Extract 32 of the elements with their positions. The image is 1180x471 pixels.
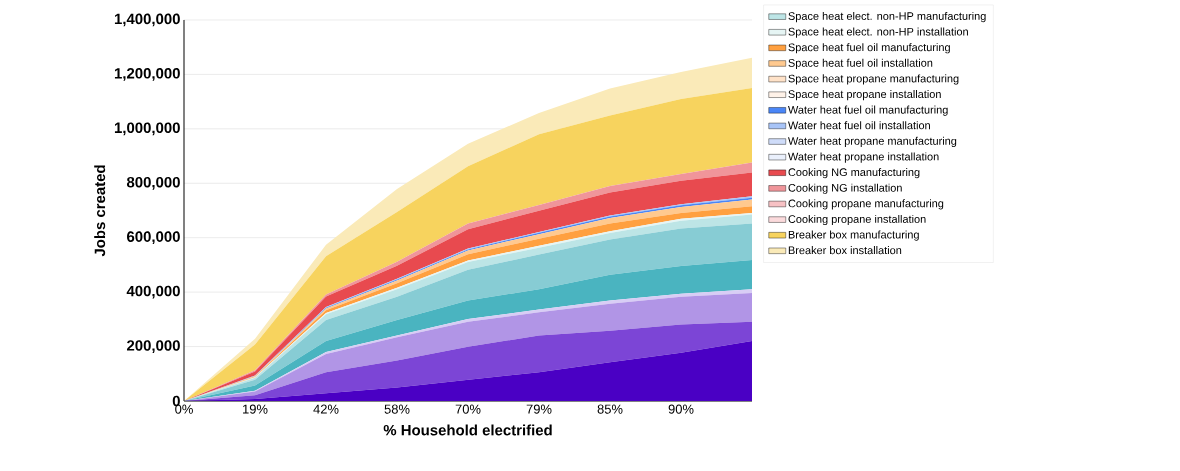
legend-label: Cooking propane manufacturing <box>788 199 944 210</box>
legend-label: Cooking propane installation <box>788 214 926 226</box>
legend-label: Cooking NG manufacturing <box>788 168 920 179</box>
legend-label: Water heat propane manufacturing <box>788 136 957 148</box>
legend-label: Water heat propane installation <box>788 152 939 163</box>
y-tick-label: 200,000 <box>126 340 180 353</box>
y-tick-label: 1,200,000 <box>114 68 180 81</box>
x-axis-title: % Household electrified <box>383 424 552 436</box>
x-tick-label: 19% <box>243 404 268 414</box>
legend-label: Space heat elect. non-HP manufacturing <box>788 11 986 23</box>
y-tick-label: 400,000 <box>126 285 180 299</box>
legend-label: Breaker box installation <box>788 246 902 255</box>
x-tick-label: 79% <box>526 404 552 414</box>
y-tick-label: 800,000 <box>126 176 180 190</box>
legend-label: Space heat fuel oil manufacturing <box>788 43 950 54</box>
legend-label: Space heat fuel oil installation <box>788 58 933 69</box>
legend-label: Space heat elect. non-HP installation <box>788 27 968 38</box>
y-tick-label: 1,400,000 <box>114 13 180 27</box>
y-tick-label: 1,000,000 <box>114 122 180 136</box>
x-tick-label: 70% <box>455 404 481 414</box>
x-tick-label: 42% <box>313 404 339 414</box>
x-tick-label: 90% <box>668 404 694 414</box>
legend-label: Breaker box manufacturing <box>788 230 919 241</box>
legend-label: Water heat fuel oil installation <box>788 121 930 130</box>
legend-label: Space heat propane manufacturing <box>788 74 959 85</box>
x-tick-label: 58% <box>384 404 410 414</box>
x-tick-label: 85% <box>597 404 623 414</box>
y-axis-title: Jobs created <box>94 165 106 257</box>
legend-label: Space heat propane installation <box>788 89 941 101</box>
y-tick-label: 600,000 <box>127 231 180 245</box>
legend-label: Water heat fuel oil manufacturing <box>788 105 948 116</box>
legend-label: Cooking NG installation <box>788 183 902 194</box>
